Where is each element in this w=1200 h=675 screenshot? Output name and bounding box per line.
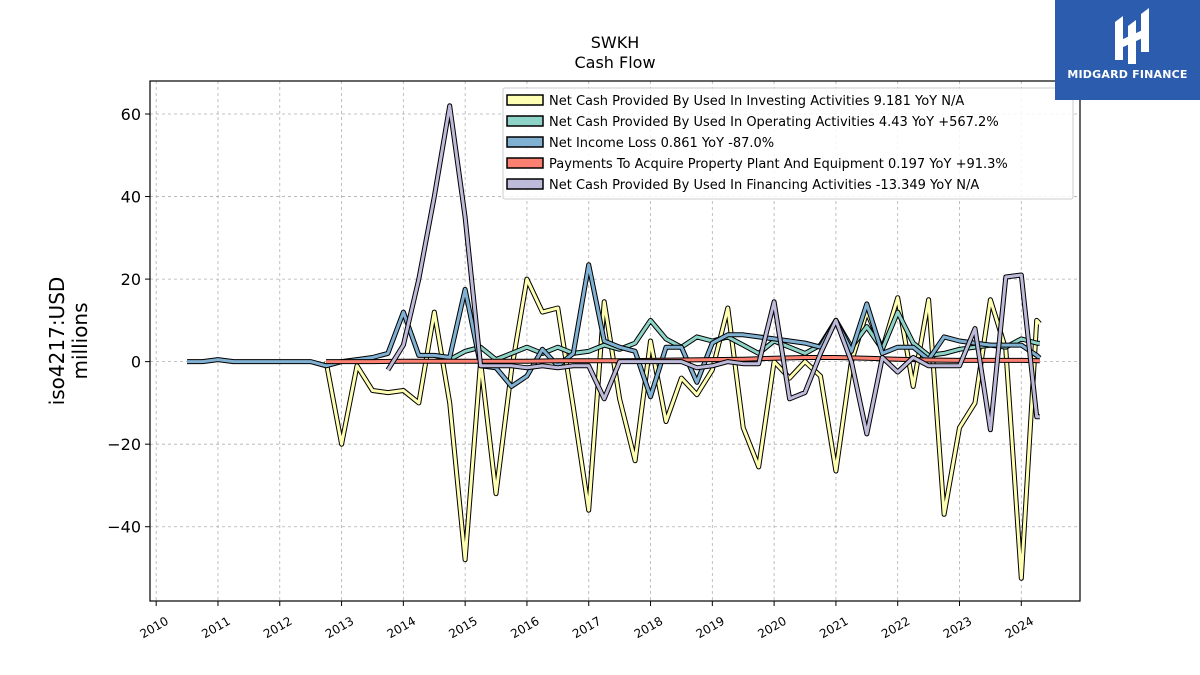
- y-tick-label: −40: [107, 518, 141, 537]
- x-tick-label: 2020: [755, 614, 788, 641]
- legend: Net Cash Provided By Used In Investing A…: [502, 87, 1074, 200]
- y-axis-label-scale: millions: [68, 302, 92, 379]
- x-tick-label: 2012: [261, 614, 294, 641]
- y-tick-label: 20: [121, 270, 141, 289]
- x-tick-label: 2011: [199, 614, 232, 641]
- x-tick-label: 2016: [508, 614, 541, 641]
- chart-title: SWKH: [591, 33, 640, 52]
- x-tick-label: 2017: [570, 614, 603, 641]
- x-tick-label: 2021: [817, 614, 850, 641]
- x-tick-label: 2022: [879, 614, 912, 641]
- y-tick-label: 40: [121, 188, 141, 207]
- x-tick-label: 2018: [632, 614, 665, 641]
- x-tick-label: 2010: [137, 614, 170, 641]
- brand-logo: MIDGARD FINANCE: [1055, 0, 1200, 100]
- y-tick-label: 0: [131, 353, 141, 372]
- legend-swatch: [506, 136, 544, 148]
- plot-frame: [149, 80, 1081, 602]
- x-tick-label: 2013: [323, 614, 356, 641]
- x-tick-label: 2019: [694, 614, 727, 641]
- brand-name: MIDGARD FINANCE: [1067, 68, 1188, 81]
- legend-label: Net Cash Provided By Used In Operating A…: [549, 115, 999, 130]
- series-2-line: [187, 263, 1041, 399]
- legend-label: Net Cash Provided By Used In Investing A…: [549, 94, 964, 109]
- legend-box: [502, 87, 1074, 200]
- series-lines: [187, 103, 1042, 581]
- x-tick-label: 2014: [385, 614, 418, 641]
- legend-label: Net Cash Provided By Used In Financing A…: [549, 178, 979, 193]
- legend-swatch: [506, 178, 544, 190]
- y-axis-label-unit: iso4217:USD: [45, 277, 69, 406]
- x-tick-label: 2024: [1003, 614, 1036, 641]
- series-4-line: [386, 104, 1040, 436]
- y-tick-label: −20: [107, 435, 141, 454]
- x-tick-label: 2015: [446, 614, 479, 641]
- x-tick-label: 2023: [941, 614, 974, 641]
- series-1-line: [433, 310, 1040, 362]
- series-0-line: [324, 277, 1041, 580]
- legend-label: Net Income Loss 0.861 YoY -87.0%: [549, 136, 774, 151]
- legend-swatch: [506, 115, 544, 127]
- y-tick-label: 60: [121, 105, 141, 124]
- legend-swatch: [506, 157, 544, 169]
- legend-swatch: [506, 94, 544, 106]
- legend-label: Payments To Acquire Property Plant And E…: [549, 157, 1008, 172]
- chart-subtitle: Cash Flow: [574, 53, 655, 72]
- brand-mark-icon: [1115, 8, 1149, 64]
